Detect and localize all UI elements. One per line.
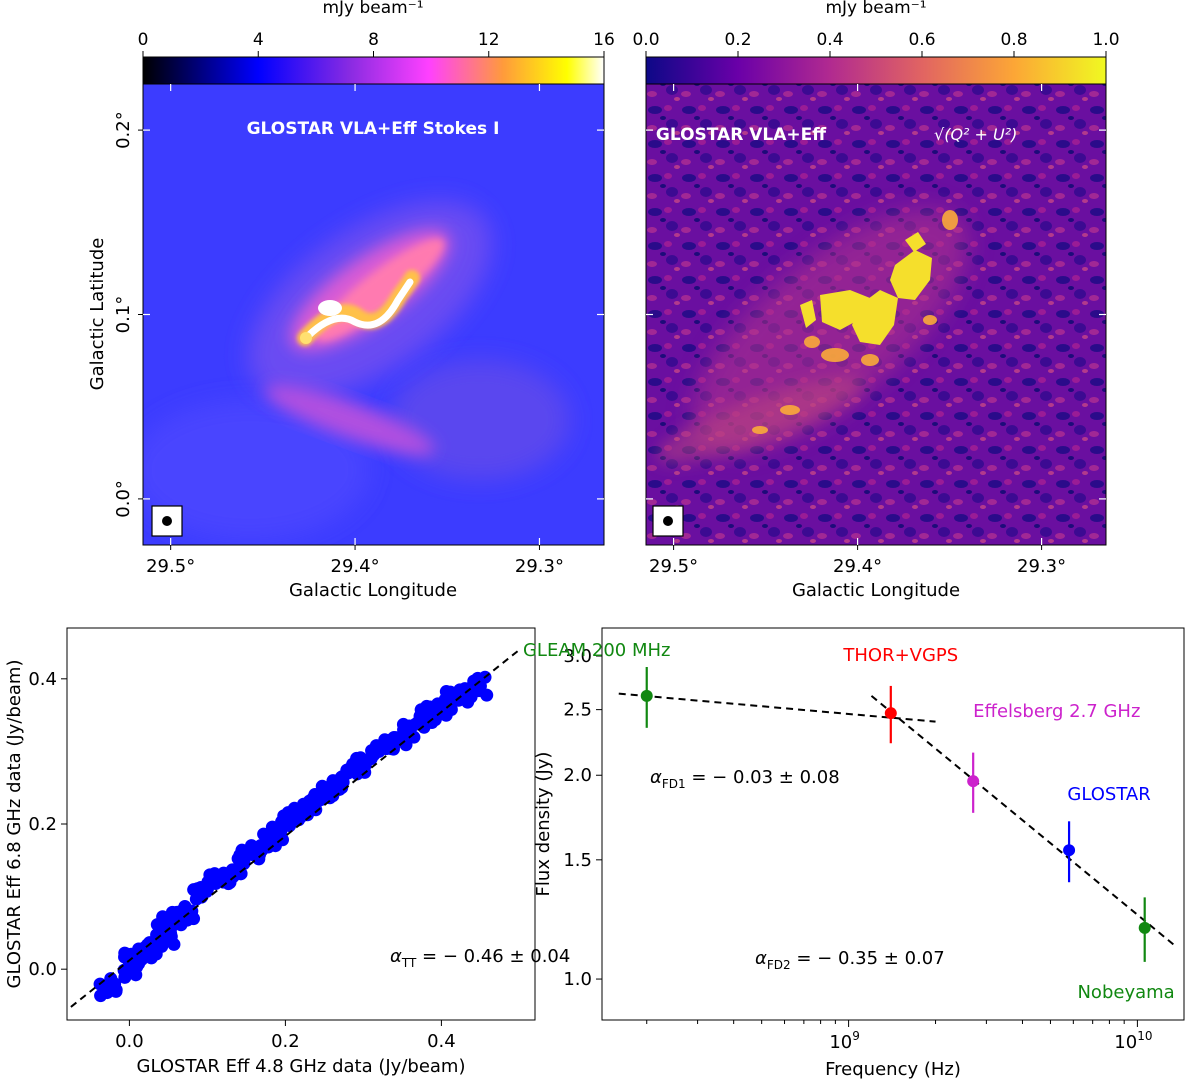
panel-d-ytick-label: 3.0 [563,646,592,667]
panel-d-xtick-exp: 10 [1137,1029,1152,1043]
panel-a-ytick-label: 0.1° [113,296,134,334]
panel-d-xtick-base: 10 [829,1032,852,1053]
panel-c-xtick-label: 0.4 [427,1031,456,1052]
panel-d-point [967,775,980,788]
panel-d-point [1138,921,1151,934]
panel-d-point-label: Effelsberg 2.7 GHz [973,701,1140,722]
panel-c-annotation-sub: TT [401,956,417,970]
panel-b-beam-marker [652,505,684,537]
panel-a-ytick-label: 0.0° [113,480,134,518]
panel-b-image [646,84,1106,545]
panel-c-ytick-label: 0.0 [28,959,57,980]
panel-d-ytick-label: 1.5 [563,850,592,871]
panel-d-xtick-label: 1010 [1114,1029,1152,1053]
panel-c-ylabel: GLOSTAR Eff 6.8 GHz data (Jy/beam) [4,660,25,989]
panel-b-xtick-label: 29.4° [833,556,882,577]
colorbar-a-tick-label: 12 [478,30,500,50]
panel-d-fit2-annotation: αFD2 = − 0.35 ± 0.07 [755,948,945,972]
panel-c-scatter: 0.0 0.0 0.2 0.2 0.4 0.4 αTT = − 0.46 ± 0.04 G… [4,627,570,1077]
panel-d-xtick-base: 10 [1114,1032,1137,1053]
scatter-point [294,810,308,824]
scatter-point [107,977,121,991]
scatter-point [161,933,175,947]
colorbar-a-tick-label: 16 [593,30,615,50]
panel-d-ytick-label: 2.0 [563,765,592,786]
panel-d-point-label: GLEAM 200 MHz [523,640,671,661]
panel-d-point-label: THOR+VGPS [842,645,958,666]
panel-d-fit2-sub: FD2 [767,958,791,972]
panel-c-xlabel: GLOSTAR Eff 4.8 GHz data (Jy/beam) [137,1056,466,1077]
panel-a-ytick-label: 0.2° [113,111,134,149]
panel-d-ytick-label: 2.5 [563,700,592,721]
panel-d-frame [601,627,1185,1021]
panel-b-axes: 29.5° 29.4° 29.3° [646,84,1106,577]
panel-d-xlabel: Frequency (Hz) [825,1059,961,1080]
panel-a-ylabel: Galactic Latitude [87,238,108,391]
panel-b-polarized-intensity: mJy beam⁻¹ 0.0 0.2 0.4 0.6 0.8 1.0 [632,0,1119,601]
panel-c-annotation-symbol: α [390,946,402,967]
panel-a-title: GLOSTAR VLA+Eff Stokes I [247,119,500,139]
panel-d-point [1063,844,1076,857]
panel-c-xtick-label: 0.0 [115,1031,144,1052]
panel-d-fit2-line [870,695,1176,947]
panel-d-point-label: GLOSTAR [1067,784,1150,805]
panel-a-stokes-i: mJy beam⁻¹ 0 4 8 12 16 GLOSTAR VLA+Eff Stoke… [87,0,615,601]
panel-b-xtick-label: 29.3° [1017,556,1066,577]
colorbar-b-ticks: 0.0 0.2 0.4 0.6 0.8 1.0 [632,30,1120,57]
panel-d-fit2-value: = − 0.35 ± 0.07 [791,948,945,969]
colorbar-a-ticks: 0 4 8 12 16 [138,30,615,57]
panel-c-axes: 0.0 0.0 0.2 0.2 0.4 0.4 [28,669,455,1052]
panel-d-fit1-sub: FD1 [662,777,686,791]
colorbar-b-gradient [645,56,1107,85]
colorbar-b-tick-label: 0.2 [724,30,751,50]
colorbar-a-tick-label: 8 [368,30,379,50]
colorbar-b-tick-label: 0.4 [816,30,843,50]
panel-c-annotation-value: = − 0.46 ± 0.04 [416,946,570,967]
panel-b-title-math: √(Q² + U²) [934,125,1017,144]
panel-d-fit1-annotation: αFD1 = − 0.03 ± 0.08 [650,767,840,791]
panel-a-beam-marker [151,505,183,537]
colorbar-a-gradient [142,56,605,85]
panel-d-point [884,707,897,720]
panel-d-fit1-value: = − 0.03 ± 0.08 [686,767,840,788]
panel-d-fit2-symbol: α [755,948,767,969]
panel-d-ylabel: Flux density (Jy) [533,752,554,897]
scatter-point [473,679,487,693]
colorbar-a-label: mJy beam⁻¹ [322,0,423,18]
panel-d-point [640,689,653,702]
panel-d-fit1-line [618,692,936,723]
panel-b-title-prefix: GLOSTAR VLA+Eff [656,125,826,145]
panel-d-point-label: Nobeyama [1077,982,1174,1003]
colorbar-b-tick-label: 0.0 [632,30,659,50]
panel-c-annotation: αTT = − 0.46 ± 0.04 [390,946,570,970]
panel-b-xlabel: Galactic Longitude [792,580,960,601]
panel-c-plot [70,648,521,1008]
panel-c-ytick-label: 0.4 [28,669,57,690]
colorbar-b-tick-label: 0.8 [1000,30,1027,50]
panel-a-xlabel: Galactic Longitude [289,580,457,601]
panel-d-xtick-label: 109 [829,1029,860,1053]
colorbar-b-tick-label: 0.6 [908,30,935,50]
panel-a-xtick-label: 29.3° [515,556,564,577]
panel-a-colorbar: mJy beam⁻¹ 0 4 8 12 16 [138,0,615,85]
panel-c-ytick-label: 0.2 [28,814,57,835]
panel-a-xtick-label: 29.4° [331,556,380,577]
panel-c-xtick-label: 0.2 [271,1031,300,1052]
colorbar-a-tick-label: 4 [253,30,264,50]
panel-a-axes: 29.5° 29.4° 29.3° 0.0° 0.1° 0.2° [113,84,604,577]
panel-b-xtick-label: 29.5° [649,556,698,577]
panel-d-fit1-symbol: α [650,767,662,788]
colorbar-b-label: mJy beam⁻¹ [825,0,926,18]
panel-d-ytick-label: 1.0 [563,969,592,990]
panel-a-xtick-label: 29.5° [146,556,195,577]
colorbar-a-tick-label: 0 [138,30,149,50]
panel-d-plot: GLEAM 200 MHz THOR+VGPS Effelsberg 2.7 GHz… [523,640,1176,1003]
panel-d-xtick-exp: 9 [852,1029,860,1043]
colorbar-b-tick-label: 1.0 [1092,30,1119,50]
panel-b-colorbar: mJy beam⁻¹ 0.0 0.2 0.4 0.6 0.8 1.0 [632,0,1120,85]
panel-a-image [143,84,604,545]
